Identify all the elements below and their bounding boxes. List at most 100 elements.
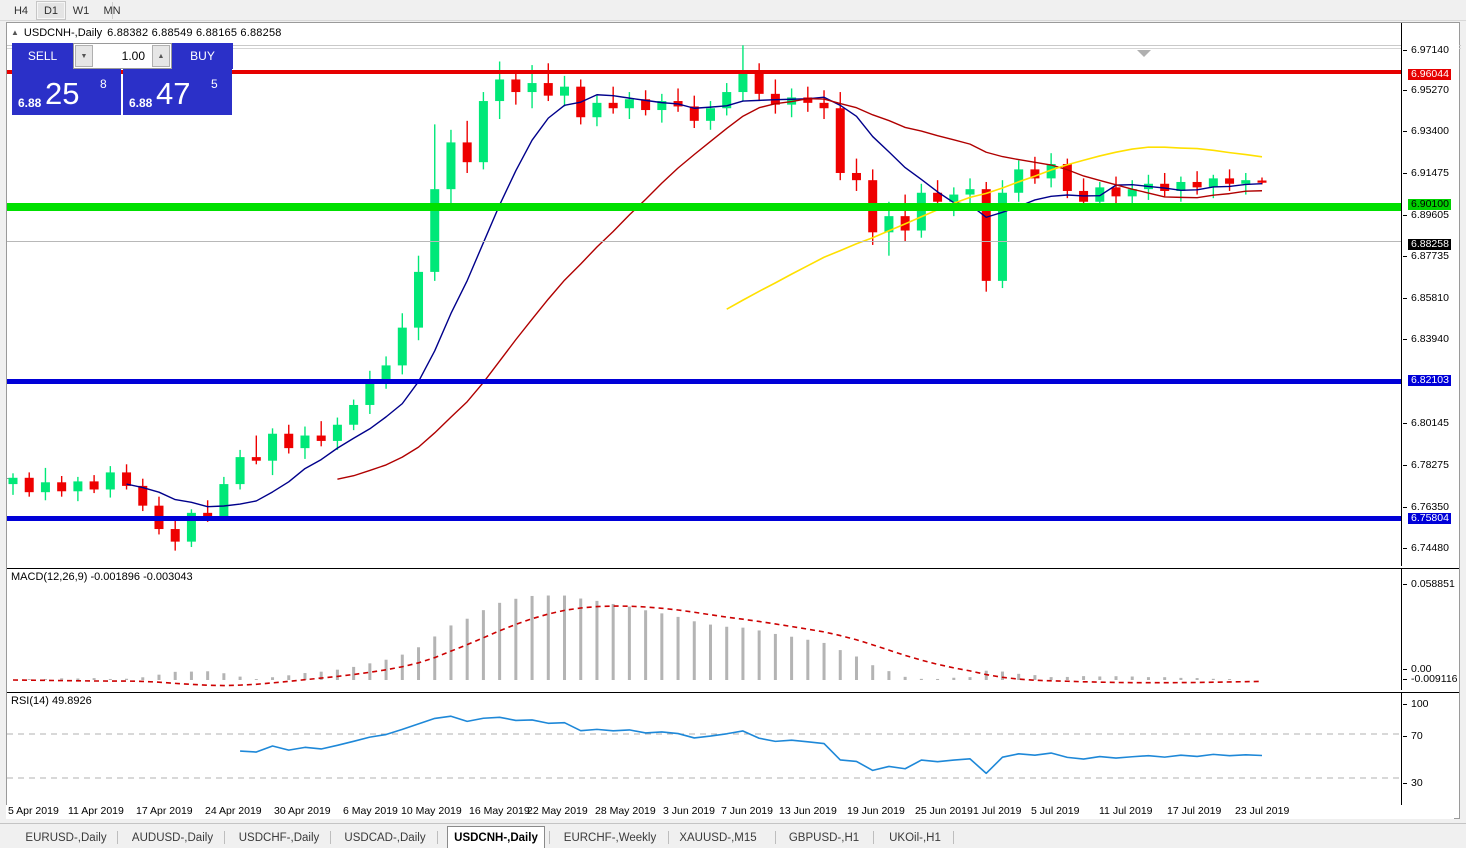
buy-button[interactable]: BUY — [172, 43, 233, 69]
rsi-axis-label: 70 — [1411, 730, 1423, 742]
date-axis-label: 17 Jul 2019 — [1167, 805, 1222, 817]
resistance-line-red[interactable] — [7, 70, 1401, 74]
rsi-axis[interactable]: 10070300 — [1401, 692, 1459, 821]
timeframe-button-w1[interactable]: W1 — [72, 4, 90, 17]
timeframe-button-mn[interactable]: MN — [103, 4, 121, 17]
caret-up-icon[interactable]: ▲ — [152, 45, 170, 67]
sell-button[interactable]: SELL — [12, 43, 73, 69]
symbol-tab-usdchfdaily[interactable]: USDCHF-,Daily — [238, 831, 320, 844]
rsi-axis-tick — [1403, 783, 1407, 784]
price-axis-tick — [1403, 90, 1407, 91]
buy-price-big: 47 — [156, 76, 191, 111]
date-axis-label: 30 Apr 2019 — [274, 805, 331, 817]
symbol-tab-usdcaddaily[interactable]: USDCAD-,Daily — [344, 831, 426, 844]
date-axis-label: 24 Apr 2019 — [205, 805, 262, 817]
buy-price-prefix: 6.88 — [129, 96, 153, 110]
price-axis-tick — [1403, 131, 1407, 132]
date-axis-label: 22 May 2019 — [527, 805, 588, 817]
price-axis-label: 6.83940 — [1411, 333, 1449, 345]
sell-price-fraction: 8 — [100, 77, 107, 91]
rsi-axis-label: 30 — [1411, 777, 1423, 789]
price-axis[interactable]: 6.97140 6.96044 6.95270 6.93400 6.91475 6.901… — [1401, 23, 1459, 721]
symbol-tab-eurusddaily[interactable]: EURUSD-,Daily — [25, 831, 107, 844]
volume-stepper[interactable]: ▼ 1.00 ▲ — [73, 43, 172, 69]
triangle-up-icon[interactable]: ▲ — [11, 28, 19, 37]
tab-divider — [549, 831, 550, 844]
timeframe-toolbar: H4 D1 W1 MN — [0, 0, 1466, 21]
symbol-tab-audusddaily[interactable]: AUDUSD-,Daily — [131, 831, 214, 844]
chart-top-rule-2 — [7, 48, 1461, 49]
tab-divider — [437, 831, 438, 844]
price-chart-pane[interactable] — [7, 23, 1401, 566]
price-axis-tick — [1403, 298, 1407, 299]
price-candles-svg — [8, 45, 1267, 551]
price-axis-label: 6.91475 — [1411, 167, 1449, 179]
timeframe-button-h4[interactable]: H4 — [13, 4, 29, 17]
price-axis-label: 6.76350 — [1411, 501, 1449, 513]
date-axis-label: 11 Apr 2019 — [68, 805, 124, 817]
price-axis-label: 6.89605 — [1411, 209, 1449, 221]
rsi-pane[interactable]: RSI(14) 49.8926 — [7, 692, 1401, 816]
symbol-tab-eurchfweekly[interactable]: EURCHF-,Weekly — [563, 831, 657, 844]
price-axis-tick — [1403, 548, 1407, 549]
support-line-blue-2[interactable] — [7, 516, 1401, 521]
price-axis-tick — [1403, 215, 1407, 216]
price-axis-tick — [1403, 465, 1407, 466]
buy-price-fraction: 5 — [211, 77, 218, 91]
price-axis-label: 6.80145 — [1411, 417, 1449, 429]
sell-price-big: 25 — [45, 76, 80, 111]
macd-axis-tick — [1403, 679, 1407, 680]
price-axis-label-highlight: 6.90100 — [1408, 199, 1451, 210]
chart-frame: ▲ USDCNH-,Daily 6.88382 6.88549 6.88165 … — [6, 22, 1461, 821]
macd-axis[interactable]: 0.058851 0.00 -0.009116 — [1401, 568, 1459, 690]
sell-price-display[interactable]: 6.88 25 8 — [12, 69, 121, 115]
trade-panel-top-row: SELL ▼ 1.00 ▲ BUY — [12, 43, 233, 69]
symbol-tab-usdcnhdaily[interactable]: USDCNH-,Daily — [447, 826, 545, 848]
one-click-trading-panel: SELL ▼ 1.00 ▲ BUY 6.88 25 8 6.88 47 5 — [12, 43, 233, 115]
macd-axis-tick — [1403, 669, 1407, 670]
current-price-line[interactable] — [7, 241, 1401, 242]
macd-axis-label: 0.058851 — [1411, 578, 1455, 590]
symbol-tab-xauusdm15[interactable]: XAUUSD-,M15 — [679, 831, 757, 844]
rsi-svg — [7, 715, 1401, 779]
price-axis-tick — [1403, 507, 1407, 508]
macd-axis-tick — [1403, 584, 1407, 585]
symbol-tab-gbpusdh1[interactable]: GBPUSD-,H1 — [788, 831, 860, 844]
macd-pane[interactable]: MACD(12,26,9) -0.001896 -0.003043 — [7, 568, 1401, 690]
triangle-down-icon[interactable] — [1137, 50, 1151, 57]
chart-ohlc-values: 6.88382 6.88549 6.88165 6.88258 — [107, 27, 282, 39]
chart-symbol-label: USDCNH-,Daily — [23, 27, 103, 39]
macd-axis-label: -0.009116 — [1411, 673, 1458, 685]
date-axis-label: 13 Jun 2019 — [779, 805, 837, 817]
price-axis-label-highlight: 6.75804 — [1408, 513, 1451, 524]
price-axis-label-highlight: 6.96044 — [1408, 69, 1451, 80]
date-axis-label: 17 Apr 2019 — [136, 805, 193, 817]
date-axis-label: 23 Jul 2019 — [1235, 805, 1290, 817]
price-axis-tick — [1403, 423, 1407, 424]
toolbar-divider — [112, 2, 113, 19]
buy-price-display[interactable]: 6.88 47 5 — [123, 69, 232, 115]
price-axis-label: 6.85810 — [1411, 292, 1449, 304]
volume-input[interactable]: 1.00 — [121, 49, 145, 63]
tab-divider — [953, 831, 954, 844]
price-axis-label-highlight: 6.88258 — [1408, 239, 1451, 250]
timeframe-button-d1[interactable]: D1 — [36, 1, 66, 20]
tab-divider — [224, 831, 225, 844]
price-axis-label: 6.87735 — [1411, 250, 1449, 262]
tab-divider — [668, 831, 669, 844]
symbol-tab-ukoilh1[interactable]: UKOil-,H1 — [889, 831, 941, 844]
trade-panel-price-row: 6.88 25 8 6.88 47 5 — [12, 69, 233, 115]
price-axis-tick — [1403, 50, 1407, 51]
sell-price-prefix: 6.88 — [18, 96, 42, 110]
date-axis-label: 11 Jul 2019 — [1099, 805, 1153, 817]
price-axis-label: 6.95270 — [1411, 84, 1449, 96]
resistance-line-green[interactable] — [7, 203, 1401, 211]
price-axis-label-highlight: 6.82103 — [1408, 375, 1451, 386]
support-line-blue-1[interactable] — [7, 379, 1401, 384]
caret-down-icon[interactable]: ▼ — [75, 45, 93, 67]
tab-divider — [873, 831, 874, 844]
rsi-label: RSI(14) 49.8926 — [11, 695, 92, 707]
price-axis-tick — [1403, 339, 1407, 340]
tab-divider — [330, 831, 331, 844]
